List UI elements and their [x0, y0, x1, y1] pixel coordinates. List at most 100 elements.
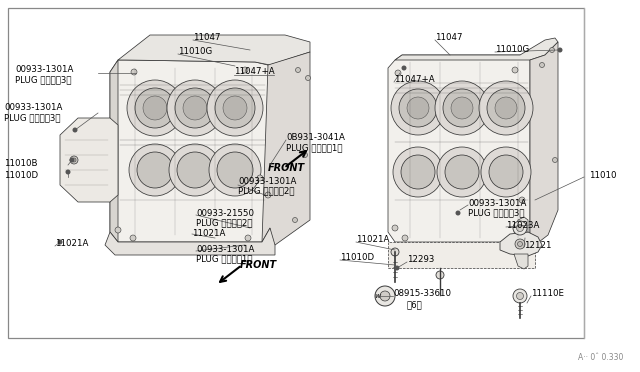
- Circle shape: [209, 144, 261, 196]
- Circle shape: [552, 157, 557, 163]
- Text: FRONT: FRONT: [240, 260, 277, 270]
- Circle shape: [495, 97, 517, 119]
- Circle shape: [513, 221, 527, 235]
- Text: FRONT: FRONT: [268, 163, 305, 173]
- Text: W: W: [374, 295, 380, 299]
- Circle shape: [479, 81, 533, 135]
- Text: 08915-33610: 08915-33610: [393, 289, 451, 298]
- Circle shape: [303, 153, 307, 157]
- Polygon shape: [388, 242, 535, 268]
- Polygon shape: [110, 60, 270, 242]
- Text: PLUG プラグ（1）: PLUG プラグ（1）: [286, 144, 342, 153]
- Circle shape: [513, 289, 527, 303]
- Circle shape: [207, 80, 263, 136]
- Text: 11047: 11047: [193, 33, 221, 42]
- Circle shape: [395, 70, 401, 76]
- Polygon shape: [500, 232, 542, 256]
- Circle shape: [305, 76, 310, 80]
- Circle shape: [437, 147, 487, 197]
- Circle shape: [223, 96, 247, 120]
- Circle shape: [242, 67, 248, 73]
- Circle shape: [399, 89, 437, 127]
- Text: 11047: 11047: [435, 33, 463, 42]
- Text: PLUG プラグ（2）: PLUG プラグ（2）: [196, 218, 253, 228]
- Text: 11021A: 11021A: [192, 228, 225, 237]
- Circle shape: [512, 67, 518, 73]
- Text: 11021A: 11021A: [356, 235, 389, 244]
- Circle shape: [445, 155, 479, 189]
- Circle shape: [257, 175, 263, 181]
- Circle shape: [557, 48, 563, 52]
- Circle shape: [515, 239, 525, 249]
- Text: 11010G: 11010G: [495, 45, 529, 55]
- Text: PLUG プラグ（3）: PLUG プラグ（3）: [4, 113, 61, 122]
- Text: PLUG プラグ（2）: PLUG プラグ（2）: [238, 186, 294, 196]
- Circle shape: [169, 144, 221, 196]
- Text: 12293: 12293: [407, 256, 435, 264]
- Circle shape: [401, 65, 406, 71]
- Circle shape: [392, 225, 398, 231]
- Polygon shape: [105, 228, 275, 255]
- Circle shape: [436, 271, 444, 279]
- Circle shape: [115, 227, 121, 233]
- Circle shape: [72, 158, 76, 162]
- Circle shape: [265, 192, 271, 198]
- Circle shape: [292, 218, 298, 222]
- Polygon shape: [514, 217, 528, 232]
- Polygon shape: [514, 254, 528, 269]
- Circle shape: [137, 152, 173, 188]
- Bar: [8, 8, 584, 338]
- Text: 00933-21550: 00933-21550: [196, 208, 254, 218]
- Circle shape: [515, 235, 521, 241]
- Circle shape: [481, 147, 531, 197]
- Circle shape: [58, 240, 63, 244]
- Text: A·· 0ˆ 0.330: A·· 0ˆ 0.330: [578, 353, 623, 362]
- Circle shape: [70, 156, 78, 164]
- Circle shape: [435, 81, 489, 135]
- Text: 11110E: 11110E: [531, 289, 564, 298]
- Polygon shape: [60, 118, 118, 202]
- Text: 00933-1301A: 00933-1301A: [238, 176, 296, 186]
- Text: 11010D: 11010D: [340, 253, 374, 263]
- Circle shape: [393, 147, 443, 197]
- Polygon shape: [110, 60, 118, 242]
- Circle shape: [451, 97, 473, 119]
- Circle shape: [401, 155, 435, 189]
- Circle shape: [519, 197, 525, 203]
- Text: 11047+A: 11047+A: [394, 76, 435, 84]
- Circle shape: [129, 144, 181, 196]
- Polygon shape: [395, 38, 558, 60]
- Text: PLUG プラグ（3）: PLUG プラグ（3）: [468, 208, 525, 218]
- Circle shape: [130, 235, 136, 241]
- Circle shape: [131, 69, 137, 75]
- Polygon shape: [262, 52, 310, 245]
- Text: 00933-1301A: 00933-1301A: [196, 244, 254, 253]
- Circle shape: [394, 266, 399, 270]
- Circle shape: [217, 152, 253, 188]
- Circle shape: [402, 235, 408, 241]
- Circle shape: [72, 128, 77, 132]
- Text: 00933-1301A: 00933-1301A: [15, 65, 74, 74]
- Circle shape: [375, 286, 395, 306]
- Circle shape: [518, 241, 522, 247]
- Circle shape: [550, 48, 554, 52]
- Circle shape: [391, 81, 445, 135]
- Circle shape: [296, 67, 301, 73]
- Circle shape: [380, 291, 390, 301]
- Circle shape: [135, 88, 175, 128]
- Text: 11010G: 11010G: [178, 48, 212, 57]
- Text: PLUG プラグ（3）: PLUG プラグ（3）: [15, 76, 72, 84]
- Polygon shape: [530, 42, 558, 245]
- Circle shape: [177, 152, 213, 188]
- Circle shape: [183, 96, 207, 120]
- Circle shape: [65, 170, 70, 174]
- Circle shape: [443, 89, 481, 127]
- Circle shape: [516, 292, 524, 299]
- Circle shape: [489, 155, 523, 189]
- Circle shape: [143, 96, 167, 120]
- Circle shape: [175, 88, 215, 128]
- Circle shape: [407, 97, 429, 119]
- Circle shape: [540, 62, 545, 67]
- Text: PLUG プラグ（1）: PLUG プラグ（1）: [196, 254, 253, 263]
- Text: 11047+A: 11047+A: [234, 67, 275, 77]
